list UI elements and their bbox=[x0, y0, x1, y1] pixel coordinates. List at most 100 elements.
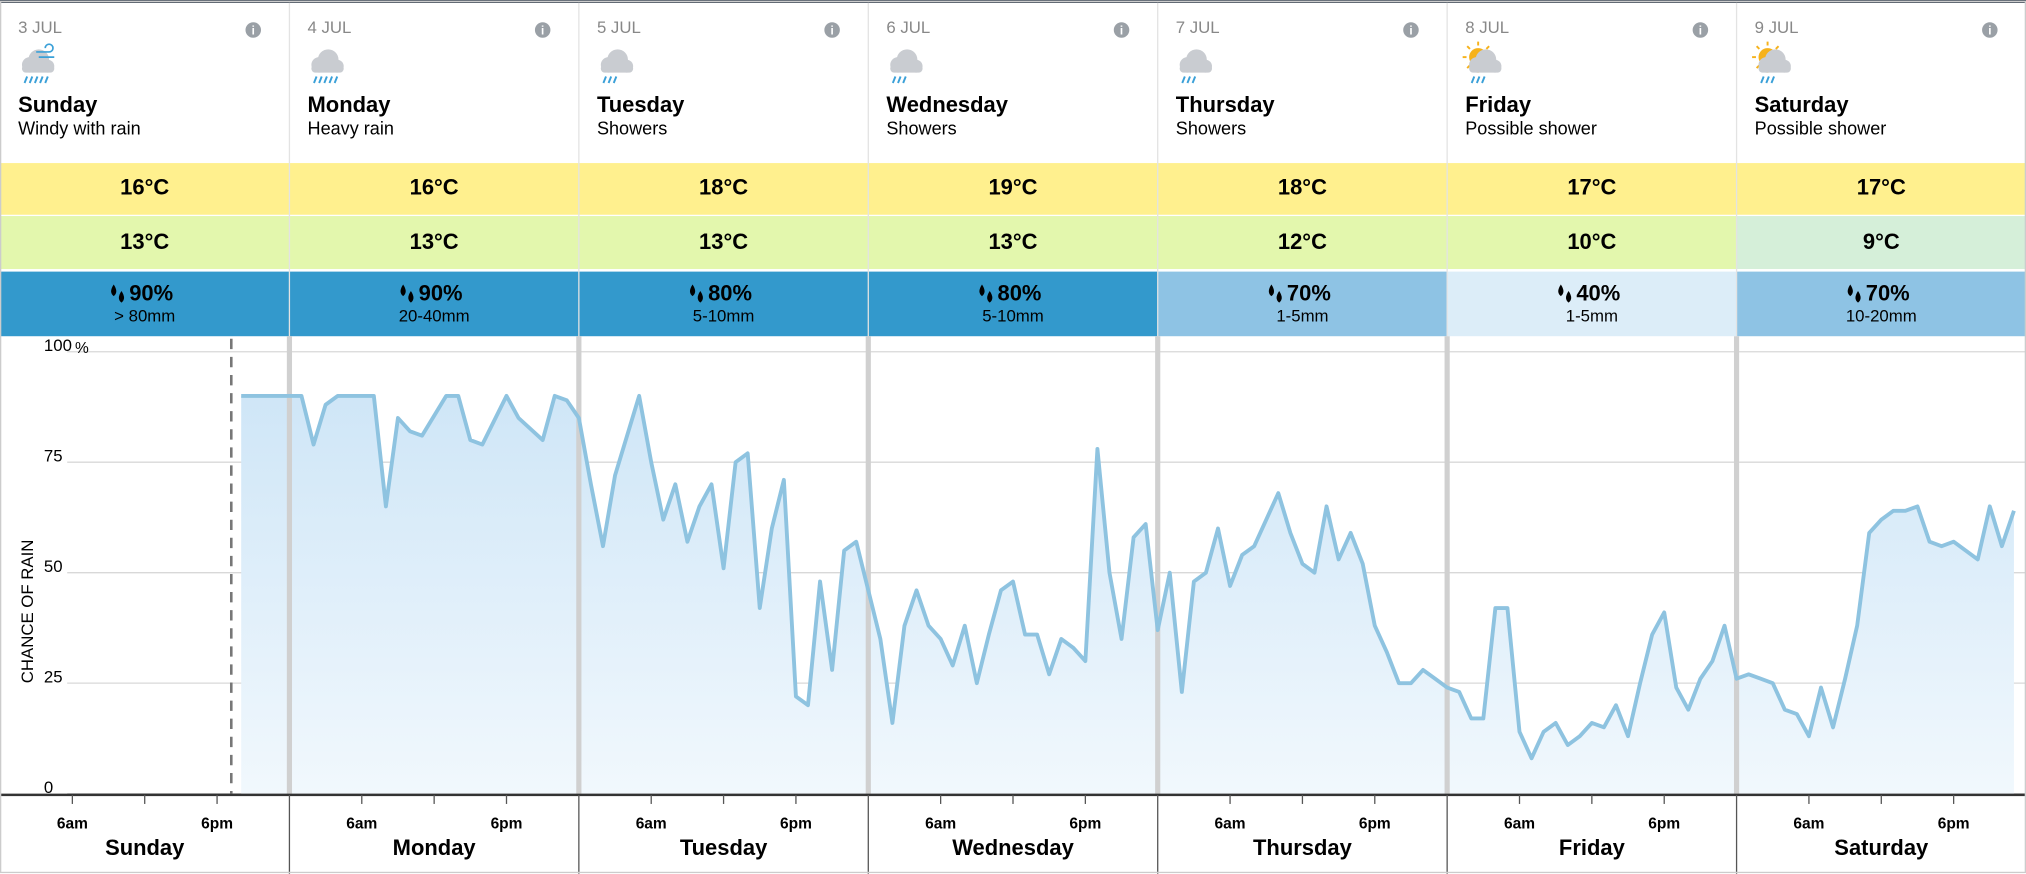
min-temp: 13°C bbox=[120, 229, 169, 254]
info-icon bbox=[1692, 22, 1709, 38]
info-icon bbox=[245, 22, 262, 38]
rain-cell bbox=[578, 271, 869, 337]
y-tick-label: 100 bbox=[44, 336, 72, 355]
info-i: i bbox=[541, 24, 544, 37]
drop bbox=[697, 290, 703, 303]
rain-chance: 70% bbox=[1287, 281, 1331, 306]
y-axis-title: CHANCE OF RAIN bbox=[18, 540, 37, 684]
rain-amount: 10-20mm bbox=[1846, 306, 1917, 325]
x-tick-label: 6pm bbox=[1359, 816, 1391, 833]
rain-cell bbox=[1157, 271, 1448, 337]
max-temp: 19°C bbox=[988, 175, 1037, 200]
description: Possible shower bbox=[1465, 118, 1597, 138]
cloud bbox=[21, 64, 55, 73]
y-unit: % bbox=[75, 340, 89, 357]
info-i: i bbox=[1699, 24, 1702, 37]
cloud bbox=[1758, 64, 1791, 73]
description: Heavy rain bbox=[308, 118, 394, 138]
drop bbox=[118, 290, 125, 303]
max-temp: 17°C bbox=[1857, 175, 1906, 200]
x-category-label: Sunday bbox=[105, 835, 185, 860]
rain-amount: 20-40mm bbox=[399, 306, 470, 325]
raindrop bbox=[23, 76, 29, 84]
max-cell bbox=[0, 163, 290, 215]
rain-chance: 90% bbox=[419, 281, 463, 306]
min-temp: 9°C bbox=[1863, 229, 1900, 254]
x-tick-label: 6pm bbox=[1069, 816, 1101, 833]
info-icon bbox=[1403, 22, 1419, 38]
drop bbox=[1855, 290, 1861, 303]
raindrop bbox=[1770, 76, 1775, 84]
rain-amount: 5-10mm bbox=[982, 306, 1044, 325]
info-i: i bbox=[252, 24, 255, 37]
rain-cell bbox=[0, 271, 290, 337]
rain-line bbox=[241, 393, 2016, 761]
weather-icon bbox=[1752, 41, 1791, 84]
info-i: i bbox=[1409, 24, 1412, 37]
raindrop bbox=[1481, 76, 1486, 84]
raindrop bbox=[902, 76, 907, 84]
x-category-label: Saturday bbox=[1834, 835, 1929, 860]
raindrop bbox=[333, 76, 339, 84]
rain-cell bbox=[1447, 271, 1737, 337]
raindrop bbox=[1181, 76, 1186, 84]
x-tick-label: 6am bbox=[636, 816, 667, 833]
info-icon bbox=[534, 22, 551, 38]
min-cell bbox=[1157, 216, 1448, 270]
x-category-label: Tuesday bbox=[680, 835, 768, 860]
description: Showers bbox=[1176, 118, 1246, 138]
date: 4 JUL bbox=[308, 18, 352, 37]
description: Showers bbox=[886, 118, 956, 138]
raindrop bbox=[1470, 76, 1476, 84]
description: Windy with rain bbox=[18, 118, 141, 138]
drop bbox=[1566, 290, 1572, 303]
rain-amount: 1-5mm bbox=[1276, 306, 1328, 325]
raindrop bbox=[28, 76, 34, 84]
raindrop bbox=[1191, 76, 1197, 84]
sun-ray bbox=[1775, 45, 1780, 50]
weather-icon bbox=[890, 49, 923, 84]
raindrop bbox=[891, 76, 897, 84]
rain-chance: 80% bbox=[708, 281, 752, 306]
raindrop bbox=[323, 76, 328, 84]
description: Showers bbox=[597, 118, 667, 138]
raindrop bbox=[1760, 76, 1765, 84]
rain-cell bbox=[868, 271, 1158, 337]
sun-ray bbox=[1466, 45, 1471, 50]
rain-chance: 70% bbox=[1866, 281, 1910, 306]
raindrop bbox=[897, 76, 902, 84]
drop bbox=[1276, 290, 1282, 303]
rain-cell bbox=[1736, 271, 2026, 337]
raindrop bbox=[1765, 76, 1770, 84]
raindrop bbox=[1475, 76, 1481, 84]
raindrop bbox=[44, 76, 49, 84]
x-tick-label: 6pm bbox=[1648, 816, 1680, 833]
drop bbox=[1847, 284, 1853, 297]
x-tick-label: 6pm bbox=[201, 816, 233, 833]
rain-chance: 40% bbox=[1576, 281, 1620, 306]
max-cell bbox=[1736, 163, 2026, 215]
cloud bbox=[890, 64, 923, 73]
day-name: Tuesday bbox=[597, 92, 685, 117]
x-tick-label: 6am bbox=[57, 816, 88, 833]
day-name: Saturday bbox=[1755, 92, 1850, 117]
drop bbox=[689, 284, 696, 297]
drop bbox=[408, 290, 414, 303]
rain-amount: 1-5mm bbox=[1566, 306, 1618, 325]
info-icon bbox=[1982, 22, 1998, 38]
x-tick-label: 6am bbox=[925, 816, 956, 833]
min-cell bbox=[289, 216, 579, 270]
max-cell bbox=[1447, 163, 1737, 215]
date: 3 JUL bbox=[18, 18, 62, 37]
day-name: Friday bbox=[1465, 92, 1532, 117]
raindrop bbox=[328, 76, 333, 84]
drop bbox=[400, 284, 406, 297]
min-cell bbox=[1447, 216, 1737, 270]
min-cell bbox=[868, 216, 1158, 270]
x-category-label: Thursday bbox=[1253, 835, 1353, 860]
max-temp: 17°C bbox=[1567, 175, 1616, 200]
max-cell bbox=[578, 163, 869, 215]
min-temp: 13°C bbox=[410, 229, 459, 254]
